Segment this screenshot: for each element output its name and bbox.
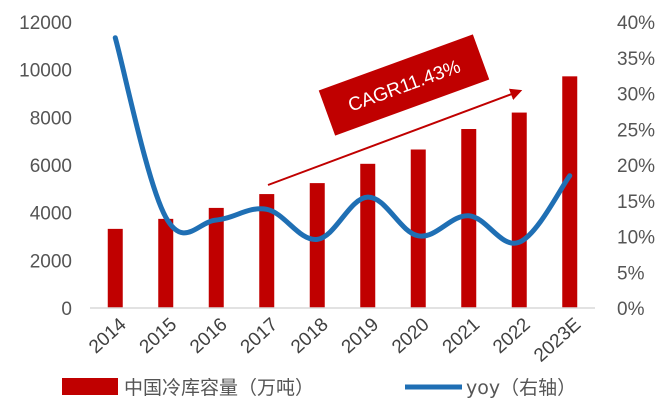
right-y-tick-label: 0% <box>617 299 645 320</box>
left-y-tick-label: 0 <box>61 299 72 320</box>
left-y-tick-label: 8000 <box>30 108 72 129</box>
bar <box>259 194 275 308</box>
x-tick-label: 2017 <box>237 314 282 358</box>
left-y-tick-label: 12000 <box>19 13 72 34</box>
cagr-label-box: CAGR11.43% <box>318 34 490 136</box>
bar <box>158 218 174 308</box>
x-tick-label: 2019 <box>338 314 383 358</box>
bar <box>410 149 426 308</box>
left-y-tick-label: 10000 <box>19 61 72 82</box>
legend-line-label: yoy（右轴） <box>466 377 576 399</box>
yoy-line <box>112 35 573 246</box>
bar <box>511 112 527 308</box>
x-tick-label: 2018 <box>287 314 332 358</box>
legend: 中国冷库容量（万吨） yoy（右轴） <box>62 377 576 399</box>
right-y-tick-label: 20% <box>617 156 655 177</box>
left-y-tick-label: 4000 <box>30 204 72 225</box>
right-y-tick-label: 40% <box>617 13 655 34</box>
left-y-axis: 0 2000 4000 6000 8000 10000 12000 <box>19 13 72 320</box>
legend-bar-swatch <box>62 378 118 395</box>
left-y-tick-label: 6000 <box>30 156 72 177</box>
right-y-axis: 0% 5% 10% 15% 20% 25% 30% 35% 40% <box>617 13 655 320</box>
x-tick-label: 2015 <box>136 314 181 358</box>
bar <box>107 228 123 308</box>
x-tick-label: 2014 <box>85 314 131 358</box>
cagr-box-background <box>318 34 490 136</box>
cagr-arrow <box>267 88 523 186</box>
bar <box>461 129 477 308</box>
x-tick-label: 2023E <box>530 314 585 366</box>
x-tick-label: 2016 <box>186 314 231 358</box>
right-y-tick-label: 10% <box>617 228 655 249</box>
x-tick-label: 2020 <box>388 314 433 358</box>
bar-series <box>107 76 578 308</box>
x-axis-labels: 2014 2015 2016 2017 2018 2019 2020 2021 20222023… <box>85 314 585 367</box>
left-y-tick-label: 2000 <box>30 251 72 272</box>
right-y-tick-label: 5% <box>617 263 645 284</box>
x-tick-label: 2021 <box>439 314 484 358</box>
right-y-tick-label: 35% <box>617 49 655 70</box>
x-tick-label: 2022 <box>489 314 534 358</box>
right-y-tick-label: 30% <box>617 85 655 106</box>
bar <box>562 76 578 308</box>
right-y-tick-label: 25% <box>617 120 655 141</box>
bar <box>309 183 325 308</box>
cagr-annotation: CAGR11.43% <box>267 34 523 186</box>
legend-bar-label: 中国冷库容量（万吨） <box>124 377 314 399</box>
right-y-tick-label: 15% <box>617 192 655 213</box>
bar <box>208 207 224 308</box>
bar <box>360 163 376 308</box>
